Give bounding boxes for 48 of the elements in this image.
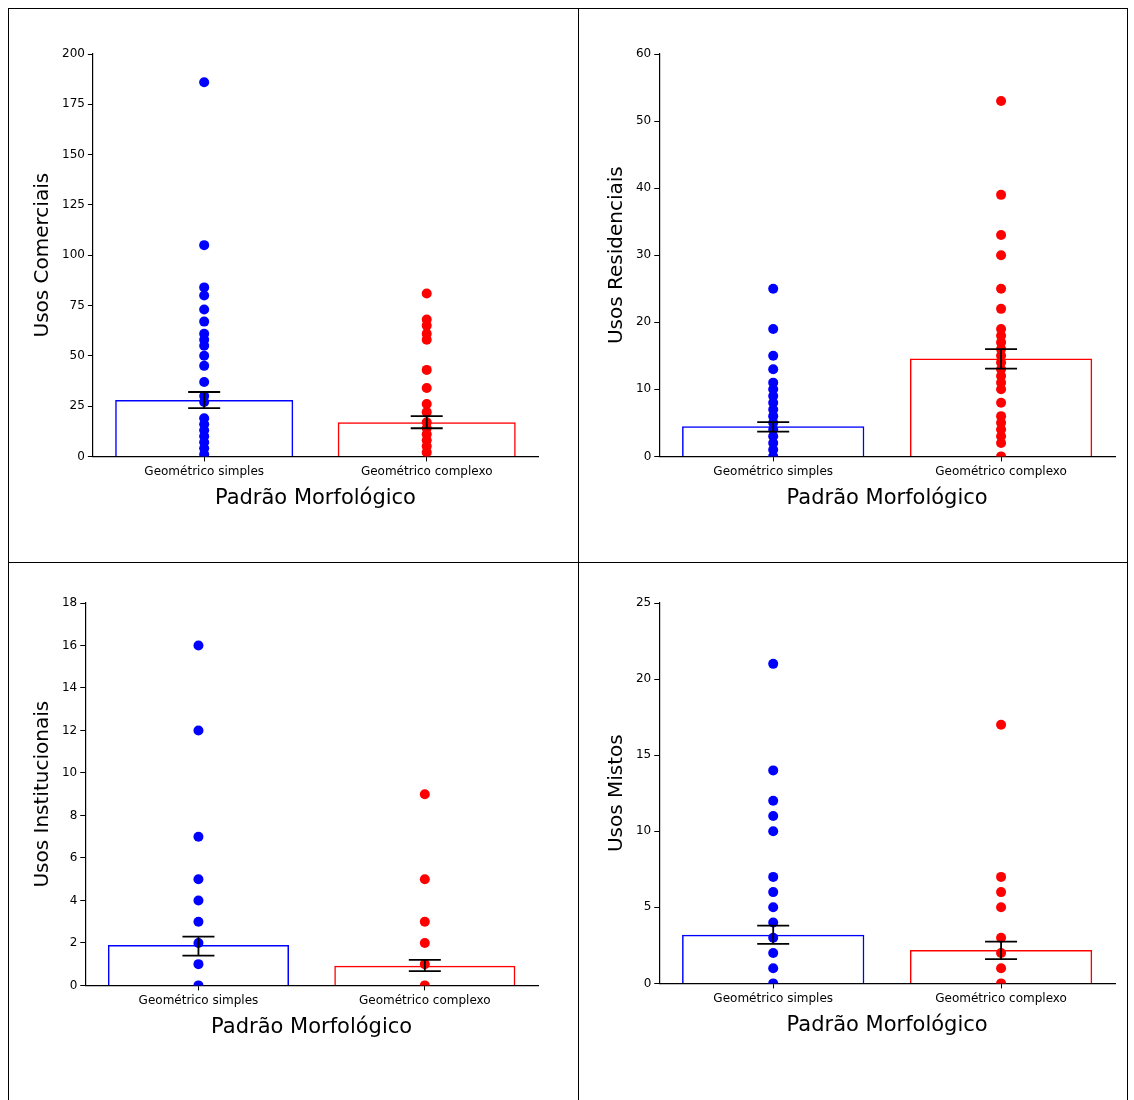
y-tick-label: 15 <box>635 747 652 762</box>
x-axis-title: Padrão Morfológico <box>786 484 988 509</box>
x-axis-title: Padrão Morfológico <box>786 1011 988 1036</box>
y-tick-label: 60 <box>635 46 652 61</box>
y-tick-label: 25 <box>69 398 85 413</box>
y-tick-label: 12 <box>61 722 78 737</box>
y-tick-label: 30 <box>635 247 652 262</box>
y-axis-title: Usos Comerciais <box>29 172 54 338</box>
y-tick-label: 150 <box>62 146 85 161</box>
y-tick-label: 8 <box>69 807 78 822</box>
x-axis-title: Padrão Morfológico <box>214 484 416 509</box>
y-axis-title: Usos Mistos <box>603 734 628 853</box>
y-tick-label: 40 <box>635 180 652 195</box>
y-tick-label: 20 <box>635 671 652 686</box>
y-tick-label: 18 <box>61 595 78 610</box>
y-tick-label: 175 <box>62 96 85 111</box>
y-tick-label: 0 <box>69 977 78 992</box>
y-tick-label: 16 <box>61 637 78 652</box>
y-tick-label: 14 <box>61 680 78 695</box>
y-tick-label: 5 <box>643 899 652 914</box>
y-tick-label: 4 <box>69 892 78 907</box>
y-axis-title: Usos Residenciais <box>603 166 628 345</box>
x-tick-label: Geométrico simples <box>713 990 834 1005</box>
y-tick-label: 0 <box>77 448 85 463</box>
y-tick-label: 125 <box>62 197 85 212</box>
x-tick-label: Geométrico complexo <box>935 463 1067 478</box>
y-tick-label: 10 <box>635 381 652 396</box>
y-tick-label: 75 <box>69 297 85 312</box>
y-tick-label: 2 <box>69 935 78 950</box>
x-tick-label: Geométrico simples <box>144 463 265 478</box>
y-tick-label: 50 <box>69 347 85 362</box>
y-tick-label: 50 <box>635 113 652 128</box>
x-tick-label: Geométrico complexo <box>360 463 493 478</box>
y-tick-label: 0 <box>643 975 652 990</box>
y-axis-title: Usos Institucionais <box>29 700 54 888</box>
y-tick-label: 0 <box>643 448 652 463</box>
x-tick-label: Geométrico simples <box>713 463 834 478</box>
y-tick-label: 10 <box>61 765 78 780</box>
x-tick-label: Geométrico complexo <box>358 992 491 1007</box>
y-tick-label: 6 <box>69 850 78 865</box>
x-axis-title: Padrão Morfológico <box>211 1013 413 1038</box>
x-tick-label: Geométrico simples <box>138 992 259 1007</box>
y-tick-label: 10 <box>635 823 652 838</box>
y-tick-label: 25 <box>635 595 652 610</box>
x-tick-label: Geométrico complexo <box>935 990 1067 1005</box>
y-tick-label: 100 <box>62 247 85 262</box>
y-tick-label: 20 <box>635 314 652 329</box>
y-tick-label: 200 <box>62 46 85 61</box>
